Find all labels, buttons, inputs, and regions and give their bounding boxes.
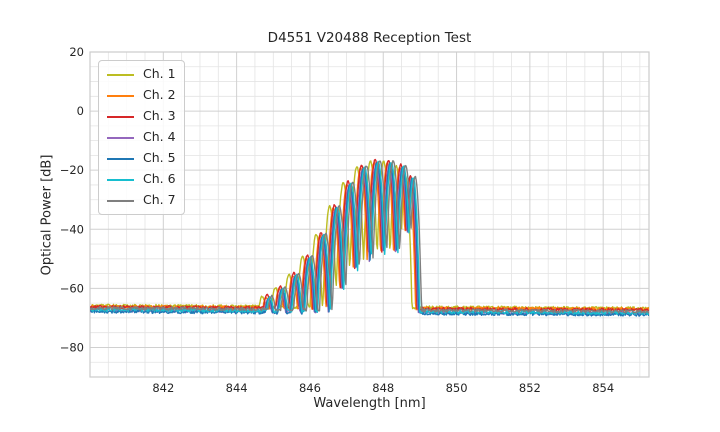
legend-line-swatch: [107, 73, 134, 76]
legend: Ch. 1 Ch. 2 Ch. 3 Ch. 4 Ch. 5 Ch. 6 Ch. 7: [98, 60, 185, 215]
x-tick-label: 854: [592, 381, 614, 395]
legend-entry-label: Ch. 2: [143, 87, 176, 103]
legend-entry-2: Ch. 2: [99, 85, 184, 106]
legend-entry-label: Ch. 5: [143, 150, 176, 166]
legend-entry-1: Ch. 1: [99, 64, 184, 85]
x-tick-label: 852: [519, 381, 541, 395]
series-line-ch-6: [90, 160, 649, 316]
series-line-ch-7: [90, 160, 649, 314]
legend-entry-6: Ch. 6: [99, 169, 184, 190]
legend-entry-3: Ch. 3: [99, 106, 184, 127]
legend-line-swatch: [107, 178, 134, 181]
y-tick-label: −20: [60, 163, 84, 177]
legend-line-swatch: [107, 94, 134, 97]
legend-line-swatch: [107, 136, 134, 139]
x-tick-label: 850: [446, 381, 468, 395]
legend-entry-label: Ch. 6: [143, 171, 176, 187]
legend-entry-label: Ch. 3: [143, 108, 176, 124]
y-tick-label: 0: [77, 104, 84, 118]
legend-entry-7: Ch. 7: [99, 190, 184, 211]
series-line-ch-5: [90, 162, 649, 317]
y-tick-label: −60: [60, 281, 84, 295]
y-tick-label: −40: [60, 222, 84, 236]
y-tick-label: −80: [60, 340, 84, 354]
legend-entry-label: Ch. 4: [143, 129, 176, 145]
x-tick-label: 844: [226, 381, 248, 395]
legend-line-swatch: [107, 157, 134, 160]
series-group: [90, 158, 649, 317]
axes-frame: [89, 51, 650, 378]
legend-entry-label: Ch. 7: [143, 192, 176, 208]
x-tick-label: 848: [372, 381, 394, 395]
legend-entry-5: Ch. 5: [99, 148, 184, 169]
x-axis-label: Wavelength [nm]: [313, 396, 426, 411]
legend-line-swatch: [107, 115, 134, 118]
chart-title: D4551 V20488 Reception Test: [267, 30, 472, 46]
y-tick-label: 20: [69, 45, 84, 59]
y-axis-label: Optical Power [dB]: [39, 154, 55, 276]
legend-line-swatch: [107, 199, 134, 202]
x-tick-label: 846: [299, 381, 321, 395]
x-tick-label: 842: [152, 381, 174, 395]
legend-entry-label: Ch. 1: [143, 66, 176, 82]
legend-entry-4: Ch. 4: [99, 127, 184, 148]
